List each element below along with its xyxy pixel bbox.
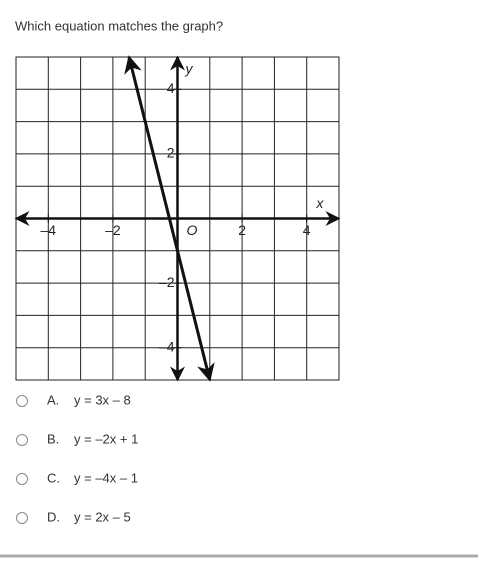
question: Which equation matches the graph? (15, 18, 223, 33)
graph-line (124, 55, 215, 382)
origin-label: O (187, 222, 198, 238)
y-axis-label: y (185, 61, 194, 77)
graph: –4 –2 2 4 4 2 –2 –4 Ox y (14, 55, 341, 382)
radio-button[interactable] (16, 395, 28, 407)
options: A. y = 3x – 8 B. y = –2x + 1 C. y = –4x – 1 D.… (16, 392, 138, 524)
x-tick-label: –4 (41, 222, 57, 238)
y-tick-label: 4 (167, 80, 175, 96)
option-letter[interactable]: A. (47, 392, 59, 407)
x-tick-label: 4 (303, 222, 311, 238)
option-equation[interactable]: y = 3x – 8 (74, 392, 131, 407)
option-equation[interactable]: y = –4x – 1 (74, 470, 138, 485)
radio-button[interactable] (16, 473, 28, 485)
option-letter[interactable]: D. (47, 509, 60, 524)
option-equation[interactable]: y = 2x – 5 (74, 509, 131, 524)
x-tick-label: 2 (238, 222, 246, 238)
y-tick-label: 2 (167, 145, 175, 161)
radio-button[interactable] (16, 434, 28, 446)
option-letter[interactable]: B. (47, 431, 59, 446)
y-tick-label: –4 (159, 338, 175, 354)
x-tick-label: –2 (105, 222, 121, 238)
y-tick-label: –2 (159, 274, 175, 290)
radio-button[interactable] (16, 512, 28, 524)
x-axis-label: x (315, 195, 324, 211)
option-letter[interactable]: C. (47, 470, 60, 485)
option-equation[interactable]: y = –2x + 1 (74, 431, 138, 446)
